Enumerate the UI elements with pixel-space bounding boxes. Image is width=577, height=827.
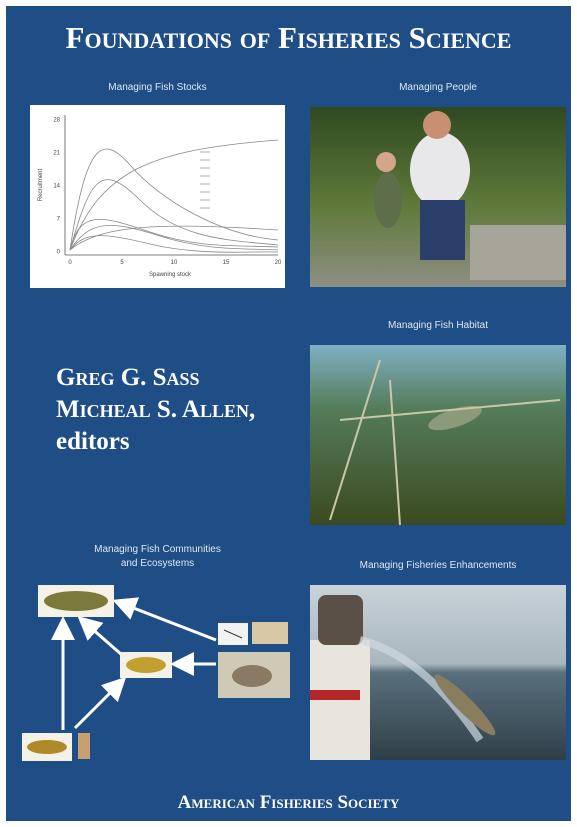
editor: Micheal S. Allen, [56, 396, 256, 423]
editors-label: editors [56, 428, 130, 455]
panel-label: Managing Fisheries Enhancements [359, 560, 517, 571]
stocks-chart: 28 21 14 7 0 0 5 10 15 20 Spawning stock Recruitmen… [30, 105, 285, 288]
x-tick-label: 10 [171, 260, 178, 266]
y-tick-label: 0 [57, 250, 61, 256]
habitat-photo [310, 345, 566, 526]
x-tick-label: 15 [223, 260, 230, 266]
panel-label: and Ecosystems [120, 558, 195, 569]
panel-label: Managing Fish Habitat [387, 320, 489, 331]
panel-label: Managing Fish Communities [94, 544, 221, 555]
editor: Greg G. Sass [56, 364, 200, 391]
y-tick-label: 7 [57, 217, 61, 223]
food-web [22, 585, 290, 761]
x-tick-label: 0 [68, 260, 72, 266]
x-tick-label: 20 [275, 260, 282, 266]
y-tick-label: 28 [53, 118, 60, 124]
panel-label: Managing Fish Stocks [108, 82, 207, 93]
people-photo [310, 107, 566, 287]
enhancements-photo [310, 585, 566, 760]
y-tick-label: 21 [53, 151, 60, 157]
publisher: American Fisheries Society [177, 792, 400, 813]
title: Foundations of Fisheries Science [65, 20, 512, 55]
y-tick-label: 14 [53, 184, 60, 190]
x-axis-label: Spawning stock [149, 272, 192, 278]
x-tick-label: 5 [120, 260, 124, 266]
panel-label: Managing People [399, 82, 477, 93]
y-axis-label: Recruitment [38, 168, 44, 201]
